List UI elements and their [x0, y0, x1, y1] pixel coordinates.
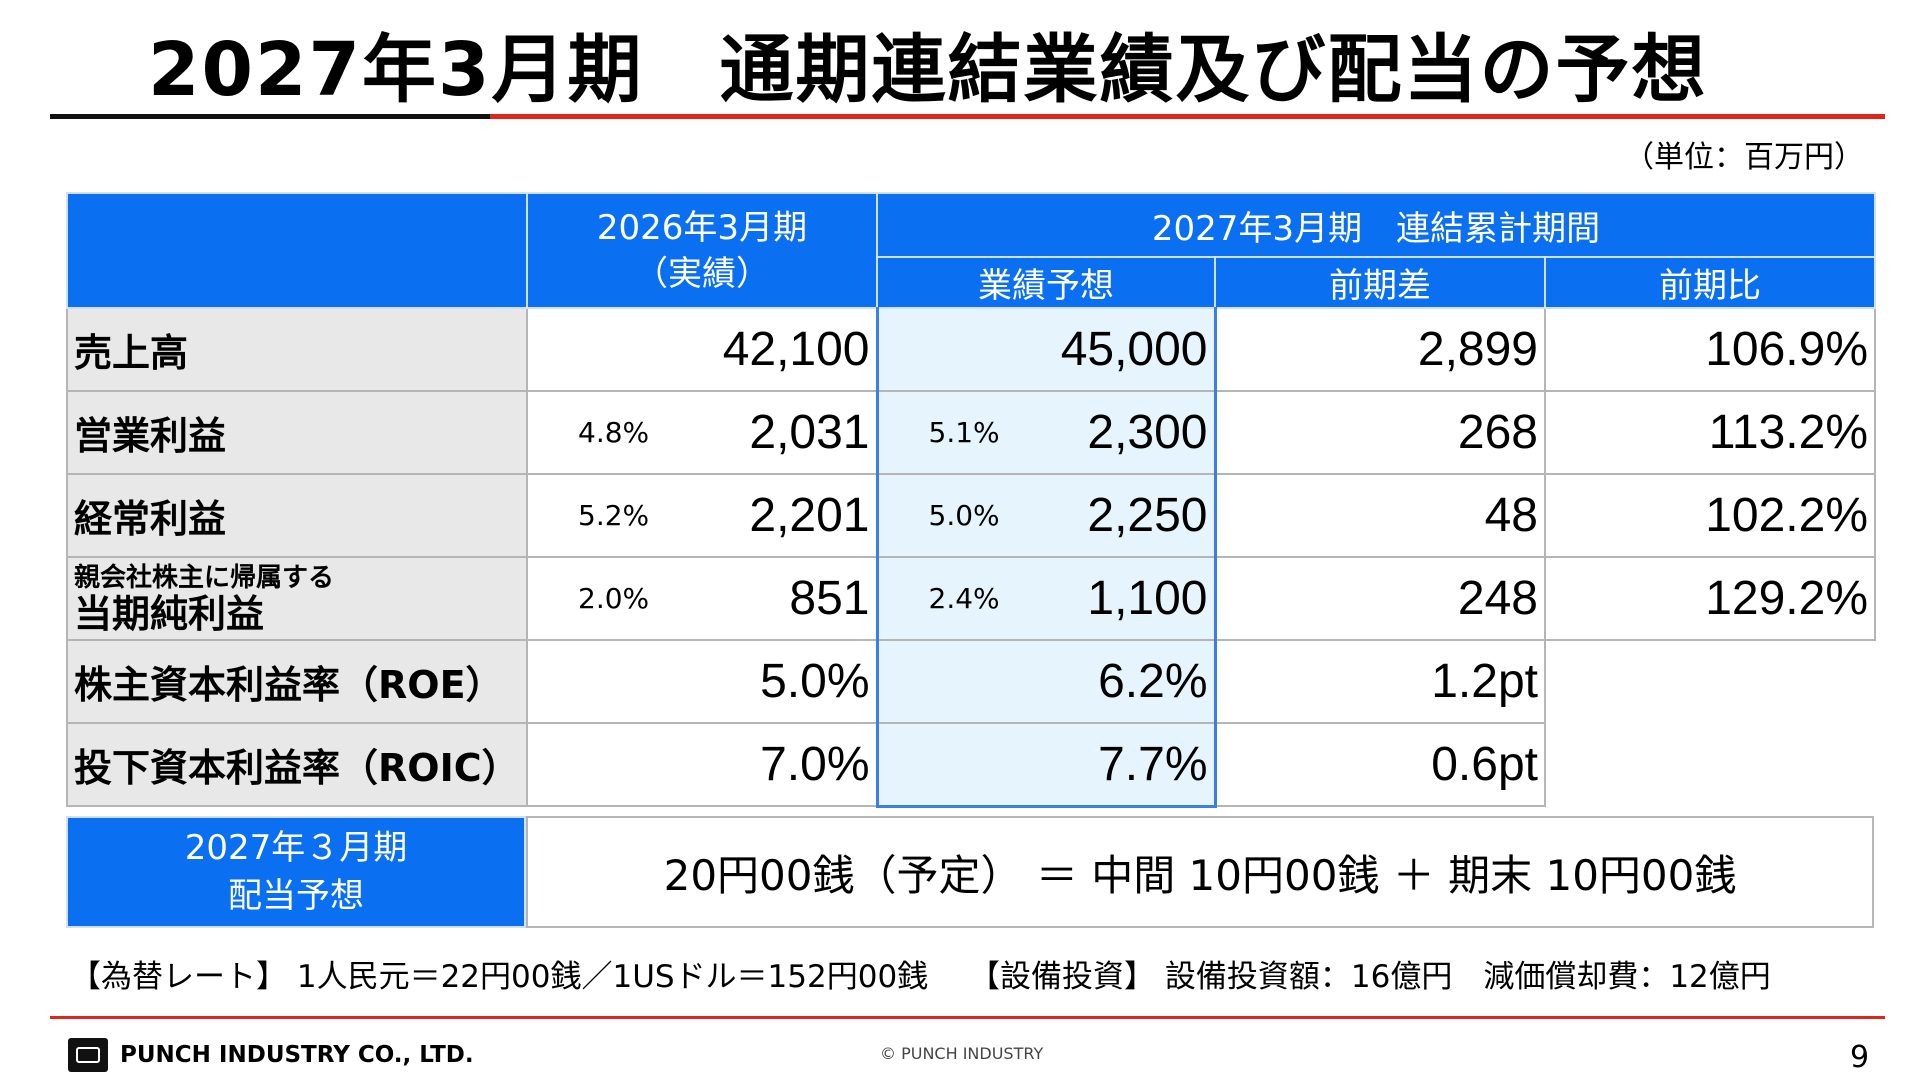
prev-value: 5.0% [760, 655, 870, 708]
diff-value: 1.2pt [1431, 655, 1538, 708]
empty-cell [1545, 723, 1875, 806]
diff-value: 2,899 [1417, 323, 1538, 376]
copyright: © PUNCH INDUSTRY [880, 1044, 1044, 1063]
forecast-margin: 2.4% [928, 582, 1000, 615]
header-cur-period: 2027年3月期 連結累計期間 [876, 192, 1876, 258]
forecast-margin: 5.0% [928, 499, 1000, 532]
row-label: 営業利益 [66, 390, 528, 475]
page-title: 2027年3月期 通期連結業績及び配当の予想 [148, 27, 1708, 113]
ratio-value: 129.2% [1705, 572, 1868, 625]
prev-value: 851 [789, 572, 870, 625]
header-ratio: 前期比 [1544, 256, 1876, 309]
row-label-main: 当期純利益 [74, 591, 265, 636]
table-row: 投下資本利益率（ROIC） 7.0% 7.7% 0.6pt [66, 722, 1875, 808]
header-corner [66, 192, 528, 309]
diff-value: 268 [1457, 406, 1538, 459]
dividend-value: 20円00銭（予定） ＝ 中間 10円00銭 ＋ 期末 10円00銭 [526, 816, 1874, 928]
header-prev-period-label: 2026年3月期 [596, 207, 808, 248]
forecast-value: 2,300 [1087, 406, 1208, 459]
prev-margin: 5.2% [578, 499, 650, 532]
row-label: 経常利益 [66, 473, 528, 558]
table-row: 株主資本利益率（ROE） 5.0% 6.2% 1.2pt [66, 639, 1875, 724]
ratio-value: 106.9% [1705, 323, 1868, 376]
ratio-value: 113.2% [1708, 406, 1868, 459]
dividend-label-line1: 2027年３月期 [184, 828, 408, 868]
ratio-value: 102.2% [1705, 489, 1868, 542]
forecast-value: 2,250 [1087, 489, 1208, 542]
forecast-value: 1,100 [1087, 572, 1208, 625]
title-rule-red [490, 114, 1885, 119]
row-label: 売上高 [66, 307, 528, 392]
prev-margin: 4.8% [578, 416, 650, 449]
prev-value: 2,031 [749, 406, 870, 459]
forecast-value: 7.7% [1098, 737, 1208, 791]
forecast-value: 6.2% [1098, 655, 1208, 708]
diff-value: 0.6pt [1431, 738, 1538, 791]
company-logo-icon [68, 1038, 108, 1072]
dividend-label: 2027年３月期 配当予想 [66, 816, 526, 928]
row-label: 投下資本利益率（ROIC） [66, 722, 528, 807]
company-name: PUNCH INDUSTRY CO., LTD. [120, 1042, 474, 1068]
table-row: 売上高 42,100 45,000 2,899 106.9% [66, 307, 1876, 392]
header-forecast: 業績予想 [876, 256, 1216, 309]
row-label: 親会社株主に帰属する 当期純利益 [66, 556, 528, 641]
forecast-margin: 5.1% [928, 416, 1000, 449]
dividend-label-line2: 配当予想 [228, 876, 364, 916]
prev-value: 2,201 [749, 489, 870, 542]
unit-label: （単位：百万円） [1624, 140, 1864, 175]
prev-value: 7.0% [760, 738, 870, 791]
footer-rule [50, 1016, 1885, 1019]
company-logo-mark [76, 1047, 100, 1063]
header-prev-period: 2026年3月期 （実績） [526, 192, 878, 309]
header-diff: 前期差 [1214, 256, 1546, 309]
empty-cell [1545, 640, 1875, 723]
row-label: 株主資本利益率（ROE） [66, 639, 528, 724]
title-rule-black [50, 114, 490, 119]
table-row: 営業利益 4.8% 2,031 5.1% 2,300 268 113.2% [66, 390, 1876, 475]
page-number: 9 [1850, 1040, 1870, 1075]
table-row: 親会社株主に帰属する 当期純利益 2.0% 851 2.4% 1,100 248 1… [66, 556, 1876, 641]
diff-value: 248 [1457, 572, 1538, 625]
header-prev-period-sub: （実績） [634, 253, 770, 294]
forecast-value: 45,000 [1060, 323, 1208, 376]
prev-margin: 2.0% [578, 582, 650, 615]
notes-line: 【為替レート】 1人民元＝22円00銭／1USドル＝152円00銭 【設備投資】… [70, 959, 1771, 995]
results-table: 2026年3月期 （実績） 2027年3月期 連結累計期間 業績予想 前期差 前… [66, 192, 1876, 808]
diff-value: 48 [1484, 489, 1538, 542]
prev-value: 42,100 [722, 323, 870, 376]
row-label-sub: 親会社株主に帰属する [74, 562, 335, 593]
table-row: 経常利益 5.2% 2,201 5.0% 2,250 48 102.2% [66, 473, 1876, 558]
